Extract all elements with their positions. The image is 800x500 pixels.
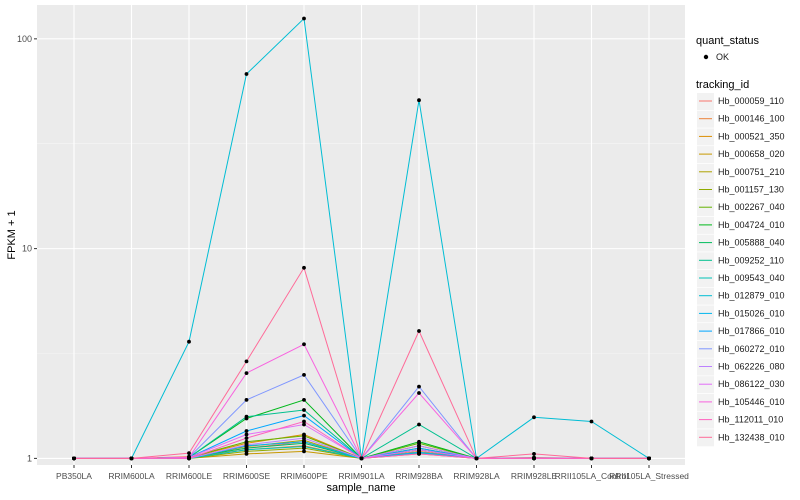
data-point — [417, 439, 421, 444]
legend-label: Hb_015026_010 — [718, 308, 785, 318]
data-point — [244, 371, 249, 375]
data-point — [302, 398, 306, 402]
y-tick-label: 10 — [22, 244, 32, 254]
data-point — [187, 456, 191, 461]
data-point — [417, 422, 421, 427]
data-point — [129, 456, 134, 461]
data-point — [647, 456, 651, 461]
data-point — [417, 452, 421, 456]
data-point — [244, 436, 249, 440]
data-point — [589, 419, 594, 424]
data-point — [532, 452, 536, 456]
legend-label: Hb_000059_110 — [718, 96, 784, 106]
x-tick-label: PB350LA — [56, 471, 92, 481]
data-point — [302, 449, 306, 454]
data-point — [302, 373, 306, 377]
x-axis: PB350LA RRIM600LA RRIM600LE RRIM600SE RRIM60… — [56, 465, 689, 481]
data-point — [244, 398, 249, 402]
legend-quant-title: quant_status — [696, 35, 759, 47]
data-point — [302, 444, 306, 449]
legend-quant-point — [703, 54, 709, 60]
x-axis-title: sample_name — [326, 482, 395, 494]
legend-label: Hb_105446_010 — [718, 397, 785, 407]
y-tick-label: 100 — [17, 34, 32, 44]
y-axis-title: FPKM + 1 — [6, 210, 18, 259]
data-point — [187, 451, 191, 455]
data-point — [532, 456, 536, 461]
data-point — [302, 16, 306, 21]
data-point — [244, 432, 249, 437]
legend-items: Hb_000059_110 Hb_000146_100 Hb_000521_350 H… — [697, 93, 785, 447]
legend-label: Hb_001157_130 — [718, 185, 784, 195]
data-point — [417, 98, 421, 103]
x-tick-label: RRIM600LA — [108, 471, 155, 481]
data-point — [417, 384, 421, 389]
series-points — [72, 16, 651, 461]
data-point — [187, 339, 191, 344]
data-point — [302, 439, 306, 444]
data-point — [302, 436, 306, 440]
legend-label: Hb_017866_010 — [718, 326, 785, 336]
legend-label: Hb_062226_080 — [718, 362, 785, 372]
data-point — [417, 447, 421, 452]
data-point — [244, 359, 249, 364]
data-point — [72, 456, 76, 461]
legend-label: Hb_005888_040 — [718, 238, 785, 248]
x-tick-label: RRIM901LA — [338, 471, 385, 481]
legend-label: Hb_000658_020 — [718, 149, 785, 159]
legend-tracking-title: tracking_id — [696, 79, 749, 91]
legend-label: Hb_000146_100 — [718, 114, 785, 124]
data-point — [302, 422, 306, 427]
legend-label: Hb_002267_040 — [718, 202, 785, 212]
x-tick-label: RRIM600PE — [280, 471, 328, 481]
data-point — [417, 391, 421, 395]
data-point — [302, 413, 306, 418]
legend-label: Hb_004724_010 — [718, 220, 785, 230]
data-point — [302, 342, 306, 347]
legend-quant-label: OK — [716, 52, 729, 62]
y-axis: 1 10 100 — [17, 34, 37, 463]
data-point — [359, 456, 364, 461]
data-point — [302, 265, 306, 270]
data-point — [244, 443, 249, 447]
data-point — [417, 329, 421, 333]
legend-label: Hb_009543_040 — [718, 273, 785, 283]
x-tick-label: RRIM600LE — [166, 471, 213, 481]
legend-label: Hb_012879_010 — [718, 291, 785, 301]
data-point — [532, 415, 536, 420]
data-point — [244, 439, 249, 444]
x-tick-label: RRIM928BA — [395, 471, 443, 481]
data-point — [474, 456, 479, 461]
x-tick-label: RRII105LA_Control — [555, 471, 629, 481]
x-tick-label: RRIM600SE — [223, 471, 271, 481]
legend-label: Hb_009252_110 — [718, 255, 784, 265]
legend: quant_status OK tracking_id Hb_000059_11… — [696, 35, 785, 447]
data-point — [244, 447, 249, 452]
y-tick-label: 1 — [27, 453, 32, 463]
legend-label: Hb_000751_210 — [718, 167, 785, 177]
legend-label: Hb_112011_010 — [718, 415, 783, 425]
data-point — [302, 419, 306, 424]
legend-label: Hb_060272_010 — [718, 344, 785, 354]
data-point — [589, 456, 594, 461]
data-point — [244, 414, 249, 419]
data-point — [302, 408, 306, 412]
legend-label: Hb_132438_010 — [718, 432, 785, 442]
x-tick-label: RRIM928LE — [511, 471, 558, 481]
data-point — [244, 429, 249, 433]
legend-label: Hb_000521_350 — [718, 131, 785, 141]
x-tick-label: RRII105LA_Stressed — [609, 471, 689, 481]
data-point — [244, 72, 249, 76]
legend-label: Hb_086122_030 — [718, 379, 785, 389]
x-tick-label: RRIM928LA — [453, 471, 500, 481]
data-point — [417, 443, 421, 448]
